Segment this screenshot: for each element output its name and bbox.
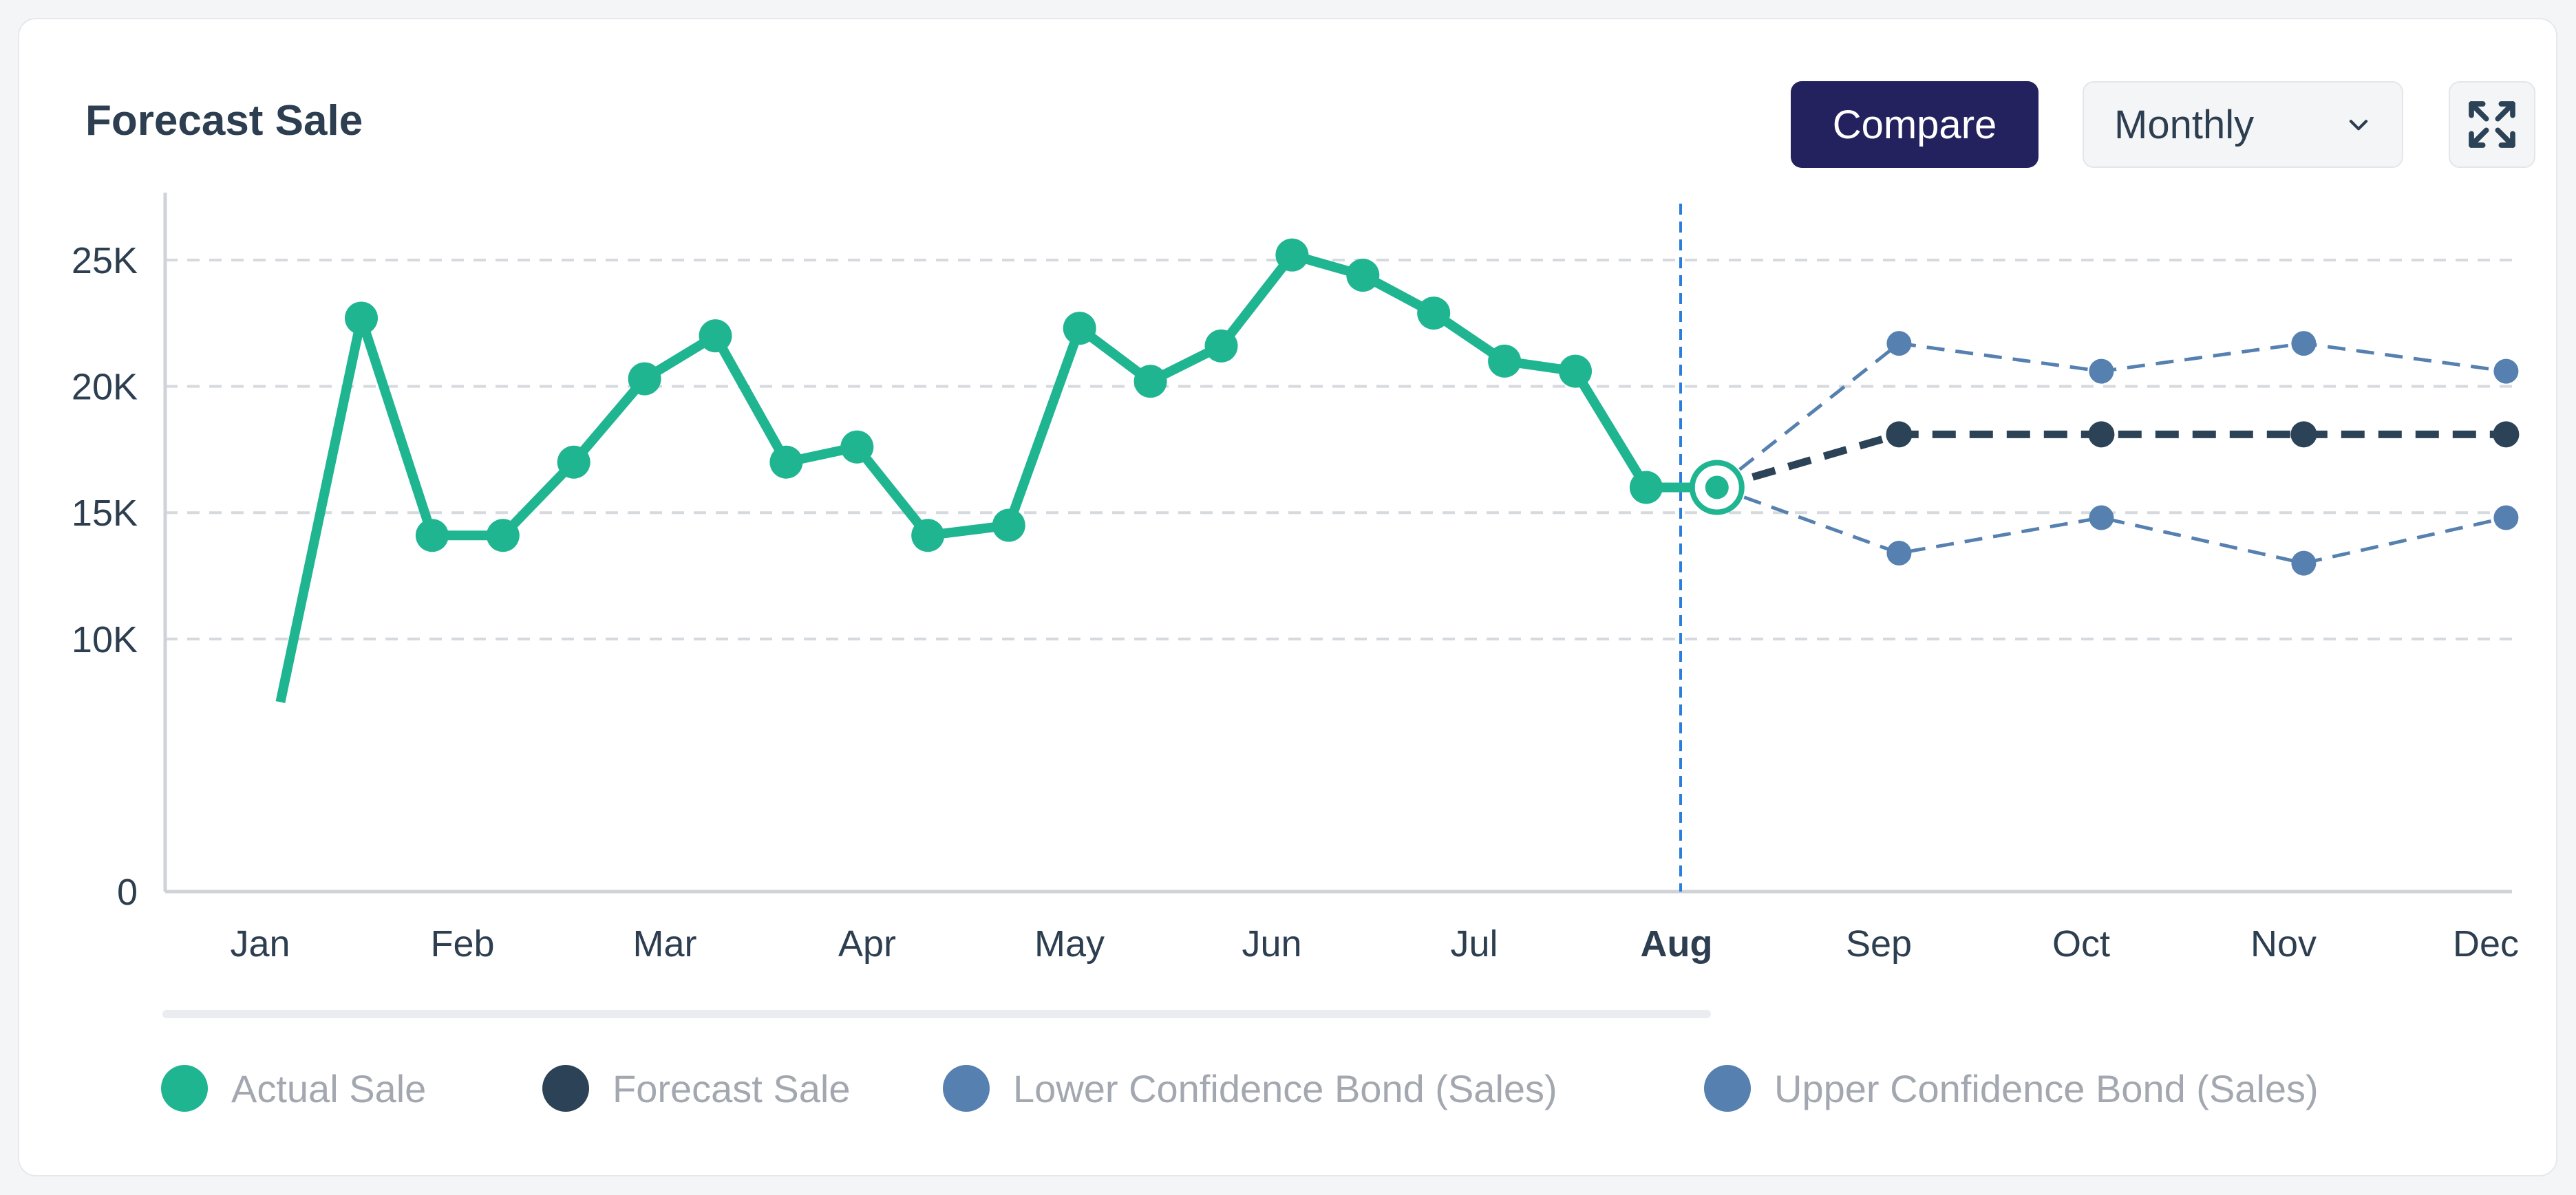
chart-scrollbar xyxy=(162,1010,1711,1018)
legend-item[interactable]: Actual Sale xyxy=(161,1065,426,1112)
legend-label: Actual Sale xyxy=(231,1067,426,1110)
compare-button[interactable]: Compare xyxy=(1791,81,2039,168)
lower-confidence-point xyxy=(2089,505,2114,530)
legend-label: Forecast Sale xyxy=(613,1067,851,1110)
x-tick-label: Oct xyxy=(2052,923,2110,965)
forecast-point xyxy=(2088,421,2115,448)
actual-point xyxy=(1204,329,1238,363)
actual-point xyxy=(699,319,732,353)
y-tick-label: 15K xyxy=(72,493,138,534)
period-select-value: Monthly xyxy=(2114,102,2255,147)
y-tick-label: 0 xyxy=(117,872,138,913)
actual-point xyxy=(486,519,520,552)
current-point xyxy=(1705,475,1729,499)
actual-point xyxy=(1063,312,1096,345)
forecast-point xyxy=(1886,421,1913,448)
x-tick-label: Mar xyxy=(633,923,697,965)
x-tick-label: Apr xyxy=(838,923,896,965)
expand-icon xyxy=(2469,101,2515,148)
legend-swatch xyxy=(542,1065,589,1112)
x-tick-label: Aug xyxy=(1641,923,1713,965)
actual-point xyxy=(992,508,1025,542)
actual-point xyxy=(911,519,945,552)
actual-point xyxy=(345,301,378,335)
x-tick-label: Jul xyxy=(1450,923,1498,965)
x-tick-label: May xyxy=(1034,923,1105,965)
actual-point xyxy=(1629,471,1663,504)
actual-point xyxy=(840,430,874,464)
actual-point xyxy=(1275,238,1309,272)
legend-item[interactable]: Upper Confidence Bond (Sales) xyxy=(1704,1065,2319,1112)
lower-confidence-point xyxy=(2493,505,2519,530)
actual-point xyxy=(415,519,449,552)
y-tick-label: 10K xyxy=(72,619,138,660)
actual-point xyxy=(628,362,661,396)
upper-confidence-point xyxy=(1886,331,1912,356)
actual-point xyxy=(1133,365,1167,398)
actual-point xyxy=(557,445,590,479)
x-tick-label: Dec xyxy=(2453,923,2519,965)
actual-line xyxy=(275,250,1717,704)
expand-button[interactable] xyxy=(2449,81,2535,168)
legend-item[interactable]: Lower Confidence Bond (Sales) xyxy=(943,1065,1557,1112)
forecast-point xyxy=(2290,421,2317,448)
x-tick-label: Nov xyxy=(2250,923,2317,965)
legend-label: Lower Confidence Bond (Sales) xyxy=(1013,1067,1557,1110)
actual-point xyxy=(1559,354,1592,388)
upper-confidence-point xyxy=(2089,358,2114,384)
chart-title: Forecast Sale xyxy=(85,97,363,144)
y-tick-label: 20K xyxy=(72,367,138,408)
x-tick-label: Jan xyxy=(230,923,290,965)
y-tick-label: 25K xyxy=(72,240,138,281)
actual-point xyxy=(1417,297,1451,330)
legend-swatch xyxy=(1704,1065,1751,1112)
actual-point xyxy=(769,445,803,479)
lower-confidence-line xyxy=(1716,486,2506,566)
lower-confidence-point xyxy=(1886,540,1912,566)
period-select[interactable]: Monthly xyxy=(2083,81,2403,168)
legend-swatch xyxy=(161,1065,208,1112)
x-tick-label: Sep xyxy=(1846,923,1912,965)
upper-confidence-point xyxy=(2291,331,2317,356)
x-tick-label: Jun xyxy=(1242,923,1301,965)
upper-confidence-point xyxy=(2493,358,2519,384)
forecast-card: Forecast Sale Compare Monthly xyxy=(18,18,2557,1176)
legend-item[interactable]: Forecast Sale xyxy=(542,1065,851,1112)
actual-point xyxy=(1488,344,1522,378)
forecast-point xyxy=(2493,421,2520,448)
chevron-down-icon xyxy=(2349,120,2368,131)
legend-label: Upper Confidence Bond (Sales) xyxy=(1774,1067,2319,1110)
actual-point xyxy=(1346,259,1380,292)
legend-swatch xyxy=(943,1065,990,1112)
x-tick-label: Feb xyxy=(430,923,494,965)
lower-confidence-point xyxy=(2291,550,2317,576)
